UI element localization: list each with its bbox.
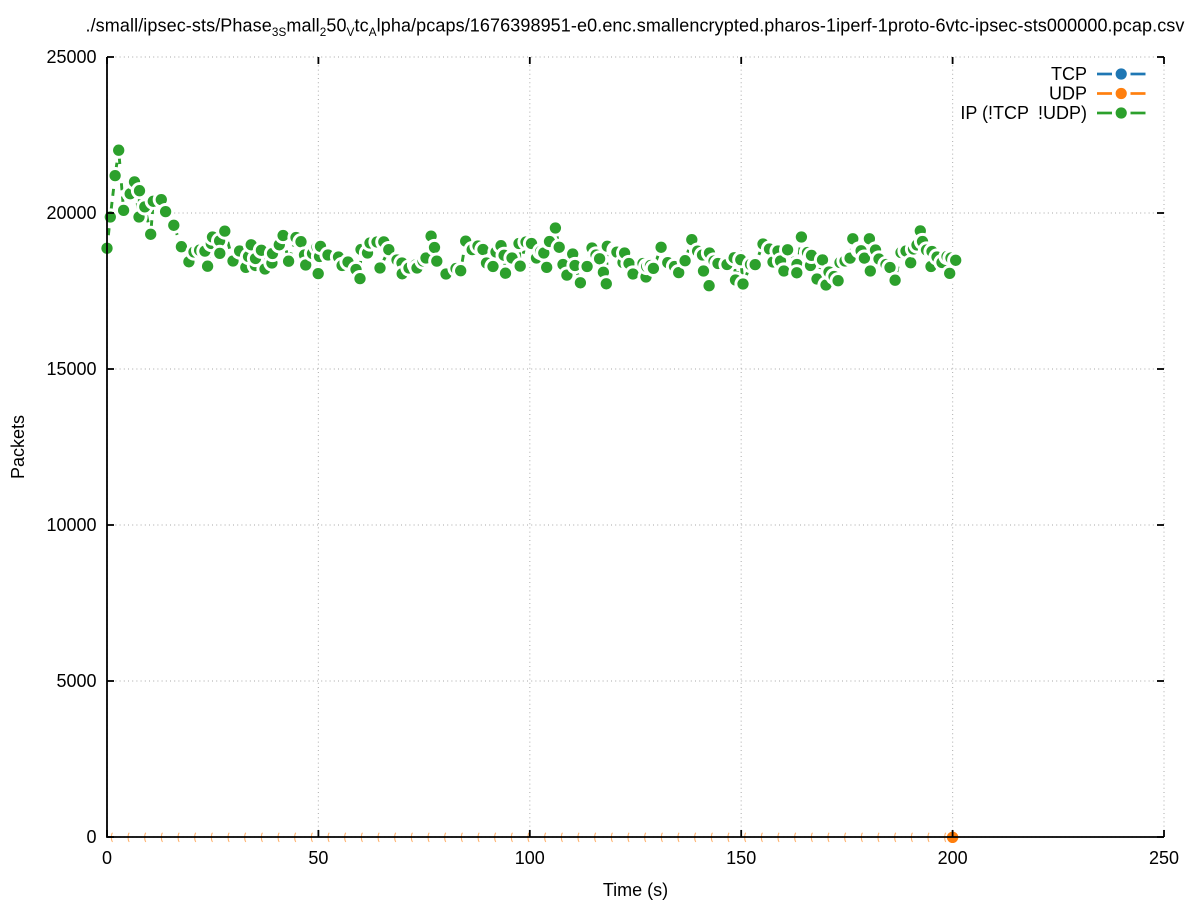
svg-text:5000: 5000 bbox=[56, 671, 96, 691]
svg-text:UDP: UDP bbox=[1049, 84, 1087, 104]
svg-text:0: 0 bbox=[102, 848, 112, 868]
svg-text:Time (s): Time (s) bbox=[603, 880, 668, 900]
svg-text:50: 50 bbox=[308, 848, 328, 868]
svg-text:IP (!TCP !UDP): IP (!TCP !UDP) bbox=[960, 103, 1087, 123]
svg-text:TCP: TCP bbox=[1051, 64, 1087, 84]
svg-text:250: 250 bbox=[1149, 848, 1179, 868]
svg-text:150: 150 bbox=[726, 848, 756, 868]
svg-text:20000: 20000 bbox=[46, 203, 96, 223]
svg-text:15000: 15000 bbox=[46, 359, 96, 379]
svg-text:Packets: Packets bbox=[8, 415, 28, 479]
svg-text:200: 200 bbox=[938, 848, 968, 868]
svg-text:./small/ipsec-sts/Phase3Small2: ./small/ipsec-sts/Phase3Small250VtcAlpha… bbox=[85, 16, 1184, 40]
svg-text:10000: 10000 bbox=[46, 515, 96, 535]
svg-text:100: 100 bbox=[515, 848, 545, 868]
svg-text:0: 0 bbox=[86, 827, 96, 847]
svg-text:25000: 25000 bbox=[46, 47, 96, 67]
